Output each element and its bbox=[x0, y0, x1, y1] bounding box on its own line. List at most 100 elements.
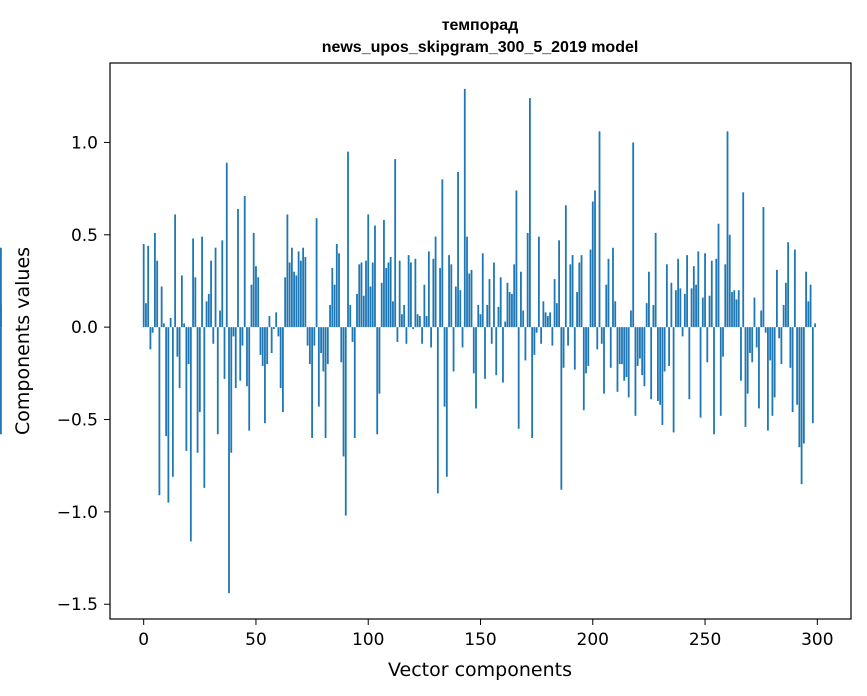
bar bbox=[686, 255, 688, 328]
bar bbox=[162, 323, 165, 328]
bar bbox=[347, 151, 349, 328]
bar bbox=[522, 310, 525, 328]
bar bbox=[167, 327, 170, 503]
bar bbox=[681, 327, 684, 337]
bar bbox=[564, 205, 567, 328]
bar bbox=[710, 260, 713, 328]
bar bbox=[264, 327, 266, 424]
bar bbox=[216, 327, 219, 435]
y-tick-label: −0.5 bbox=[57, 411, 98, 431]
bar bbox=[484, 327, 486, 379]
bar bbox=[394, 159, 397, 328]
bar bbox=[459, 290, 462, 328]
bar bbox=[385, 268, 388, 328]
bar bbox=[488, 279, 491, 328]
bar bbox=[805, 271, 807, 328]
bar bbox=[749, 327, 751, 354]
bar bbox=[0, 247, 2, 328]
bar bbox=[374, 225, 376, 328]
bar bbox=[724, 264, 727, 328]
bar bbox=[268, 316, 271, 328]
bar bbox=[338, 253, 340, 328]
bar bbox=[603, 327, 605, 394]
bar bbox=[434, 236, 437, 328]
bar bbox=[416, 314, 419, 328]
bar bbox=[636, 327, 639, 366]
bar bbox=[421, 327, 424, 344]
bar bbox=[650, 327, 653, 400]
bar bbox=[257, 277, 260, 328]
bar bbox=[392, 301, 394, 328]
bar bbox=[322, 327, 325, 372]
bar bbox=[259, 327, 262, 355]
bar bbox=[782, 304, 785, 328]
bar bbox=[439, 268, 441, 328]
bar bbox=[737, 290, 740, 328]
bar bbox=[542, 301, 545, 328]
bar bbox=[495, 327, 498, 376]
bar bbox=[558, 240, 560, 328]
bar bbox=[784, 282, 787, 328]
bar bbox=[762, 207, 765, 328]
bar bbox=[362, 295, 365, 328]
bar bbox=[659, 327, 662, 405]
bar bbox=[665, 264, 668, 328]
bar bbox=[214, 247, 217, 328]
bar bbox=[587, 327, 590, 366]
bar bbox=[555, 303, 558, 328]
bar bbox=[773, 327, 776, 398]
y-axis-label: Components values bbox=[12, 247, 34, 435]
bar bbox=[315, 218, 318, 328]
bar bbox=[468, 273, 471, 328]
bar bbox=[643, 327, 646, 387]
bar bbox=[609, 327, 612, 368]
bar bbox=[403, 304, 406, 328]
bar bbox=[158, 327, 161, 496]
bar bbox=[369, 286, 372, 328]
bar bbox=[205, 301, 208, 328]
bar bbox=[600, 327, 603, 344]
bar bbox=[553, 279, 556, 328]
bar bbox=[349, 304, 352, 328]
bar bbox=[740, 327, 742, 381]
bar bbox=[302, 247, 305, 328]
bar bbox=[627, 327, 630, 398]
bar bbox=[780, 327, 783, 365]
bar bbox=[405, 327, 408, 344]
bar bbox=[176, 327, 179, 357]
bar bbox=[365, 260, 367, 328]
bar bbox=[189, 327, 192, 542]
bar bbox=[551, 327, 554, 346]
bar bbox=[389, 256, 392, 328]
bar bbox=[407, 255, 410, 328]
bar bbox=[475, 327, 477, 409]
bar bbox=[486, 304, 489, 328]
bar bbox=[335, 244, 338, 328]
bar bbox=[479, 314, 482, 328]
bar bbox=[760, 310, 763, 328]
bar bbox=[672, 327, 675, 433]
bar bbox=[753, 297, 756, 328]
bar bbox=[679, 288, 682, 328]
x-axis-label: Vector components bbox=[388, 659, 572, 681]
bar bbox=[735, 299, 738, 328]
bar bbox=[549, 312, 552, 328]
bar bbox=[174, 214, 177, 328]
bar bbox=[353, 327, 356, 438]
bar bbox=[183, 323, 185, 328]
bar bbox=[461, 327, 464, 348]
bar bbox=[180, 275, 183, 328]
bar bbox=[596, 327, 599, 350]
bar bbox=[279, 327, 282, 389]
bar bbox=[562, 327, 565, 368]
x-tick-label: 100 bbox=[352, 630, 384, 650]
bar bbox=[261, 327, 264, 366]
bar bbox=[578, 262, 581, 328]
bar bbox=[290, 247, 293, 328]
bar bbox=[811, 327, 814, 424]
bar bbox=[746, 327, 749, 394]
bar bbox=[789, 327, 792, 368]
bar bbox=[430, 327, 432, 348]
bar bbox=[228, 327, 230, 594]
bar bbox=[621, 327, 623, 365]
